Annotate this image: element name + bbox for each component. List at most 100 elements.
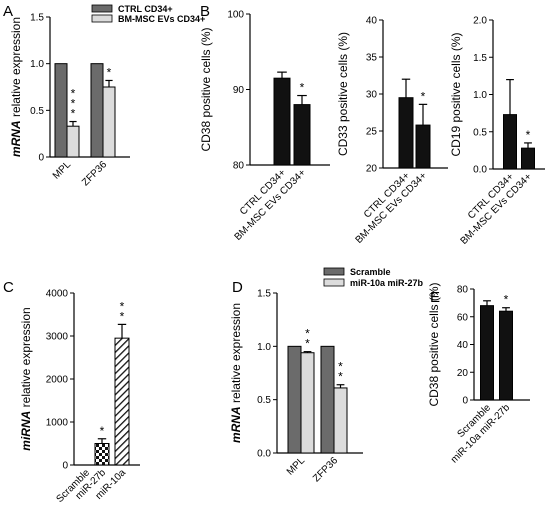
y-tick-label-b1-1: 90	[233, 85, 245, 96]
x-tick-label-d-1: ZFP36	[311, 455, 340, 484]
y-axis-label-b3: CD19 positive cells (%)	[449, 32, 463, 156]
y-tick-label-b1-0: 80	[233, 161, 245, 172]
panel-label-e: E	[430, 289, 440, 306]
y-tick-label-a-0: 0	[38, 153, 44, 164]
x-tick-label-b2-1: BM-MSC EVs CD34+	[354, 170, 430, 246]
legend-a-swatch-evs	[91, 14, 113, 23]
legend-d-label-scramble: Scramble	[350, 267, 391, 277]
y-tick-label-c-3: 3000	[46, 332, 69, 343]
y-tick-label-b2-2: 30	[366, 90, 378, 101]
significance-marker-d-1-1: *	[338, 370, 343, 384]
x-tick-label-a-1: ZFP36	[80, 159, 109, 188]
x-tick-label-d-0: MPL	[285, 455, 308, 478]
y-tick-label-c-2: 2000	[46, 375, 69, 386]
y-tick-label-d-2: 1.0	[257, 342, 271, 353]
legend-d-label-mir: miR-10a miR-27b	[350, 278, 424, 288]
y-tick-label-a-1: 0.5	[30, 106, 44, 117]
bar-b3-c0	[503, 114, 517, 170]
bar-d-s1-c0	[300, 352, 315, 454]
bar-a-s0-c0	[54, 63, 68, 158]
y-tick-label-d-3: 1.5	[257, 289, 271, 300]
y-tick-label-d-0: 0.0	[257, 449, 271, 460]
y-tick-label-b2-0: 20	[366, 164, 378, 175]
y-tick-label-b2-4: 40	[366, 16, 378, 27]
legend-a-label-evs: BM-MSC EVs CD34+	[118, 14, 205, 24]
x-tick-label-a-0: MPL	[51, 159, 74, 182]
y-tick-label-b3-0: 0.0	[473, 165, 487, 176]
bar-b3-c1	[521, 147, 535, 170]
panel-label-b: B	[200, 3, 210, 20]
legend-a-swatch-ctrl	[91, 4, 113, 13]
bar-b1-c1	[293, 104, 311, 166]
y-tick-label-b2-1: 25	[366, 127, 378, 138]
bar-a-s1-c0	[66, 125, 80, 158]
bar-c-c2	[114, 337, 130, 466]
y-tick-label-e-3: 60	[457, 312, 469, 323]
y-tick-label-c-1: 1000	[46, 418, 69, 429]
significance-marker-c-0-0: *	[100, 424, 105, 438]
y-axis-label-b1: CD38 positive cells (%)	[199, 27, 213, 151]
bar-d-s1-c1	[333, 387, 348, 454]
bar-e-c0	[480, 305, 494, 401]
significance-marker-c-1-1: *	[120, 309, 125, 323]
significance-marker-d-0-0: *	[305, 327, 310, 341]
significance-marker-a-0-0: *	[71, 87, 76, 101]
legend-d-swatch-mir	[323, 278, 345, 287]
bar-b1-c0	[273, 77, 291, 166]
significance-marker-a-0-1: *	[71, 97, 76, 111]
significance-marker-a-0-2: *	[71, 107, 76, 121]
significance-marker-b1-0-0: *	[300, 81, 305, 95]
y-tick-label-c-4: 4000	[46, 289, 69, 300]
y-axis-label-e: CD38 positive cells (%)	[427, 282, 441, 406]
y-tick-label-b1-2: 100	[227, 10, 244, 21]
y-tick-label-e-1: 20	[457, 368, 469, 379]
y-tick-label-b3-4: 2.0	[473, 16, 487, 27]
bar-c-c1	[94, 443, 110, 466]
legend-d-swatch-scramble	[323, 267, 345, 276]
legend-a-label-ctrl: CTRL CD34+	[118, 4, 173, 14]
significance-marker-b2-0-0: *	[421, 89, 426, 103]
y-tick-label-e-4: 80	[457, 285, 469, 296]
y-tick-label-b3-1: 0.5	[473, 127, 487, 138]
y-tick-label-c-0: 0	[62, 461, 68, 472]
bar-a-s1-c1	[102, 86, 116, 158]
significance-marker-e-0-0: *	[504, 293, 509, 307]
y-tick-label-e-0: 0	[462, 396, 468, 407]
bar-e-c1	[499, 310, 513, 401]
significance-marker-d-1-0: *	[338, 360, 343, 374]
legend-a: CTRL CD34+ BM-MSC EVs CD34+	[91, 4, 205, 24]
bar-d-s0-c1	[320, 345, 335, 454]
y-tick-label-d-1: 0.5	[257, 395, 271, 406]
y-axis-label-a: mRNA relative expression	[9, 17, 23, 157]
significance-marker-a-1-0: *	[107, 65, 112, 79]
bar-b2-c0	[398, 97, 414, 169]
panel-label-c: C	[3, 279, 14, 296]
y-axis-label-c: miRNA relative expression	[19, 307, 33, 450]
legend-d: Scramble miR-10a miR-27b	[323, 267, 424, 288]
significance-marker-c-1-0: *	[120, 299, 125, 313]
y-tick-label-a-2: 1.0	[30, 59, 44, 70]
y-axis-label-b2: CD33 positive cells (%)	[336, 32, 350, 156]
bar-a-s0-c1	[90, 63, 104, 158]
chart-c: 0 1000 2000 3000 4000 miRNA relative expressi…	[19, 289, 140, 505]
y-tick-label-a-3: 1.5	[30, 13, 44, 24]
bar-d-s0-c0	[287, 345, 302, 454]
bar-b2-c1	[415, 124, 431, 169]
y-tick-label-b3-3: 1.5	[473, 53, 487, 64]
panel-label-d: D	[232, 279, 243, 296]
y-tick-label-b3-2: 1.0	[473, 90, 487, 101]
significance-marker-b3-0-0: *	[526, 128, 531, 142]
significance-marker-d-0-1: *	[305, 337, 310, 351]
y-axis-label-d: mRNA relative expression	[229, 303, 243, 443]
panel-label-a: A	[3, 3, 13, 20]
y-tick-label-e-2: 40	[457, 340, 469, 351]
y-tick-label-b2-3: 35	[366, 53, 378, 64]
